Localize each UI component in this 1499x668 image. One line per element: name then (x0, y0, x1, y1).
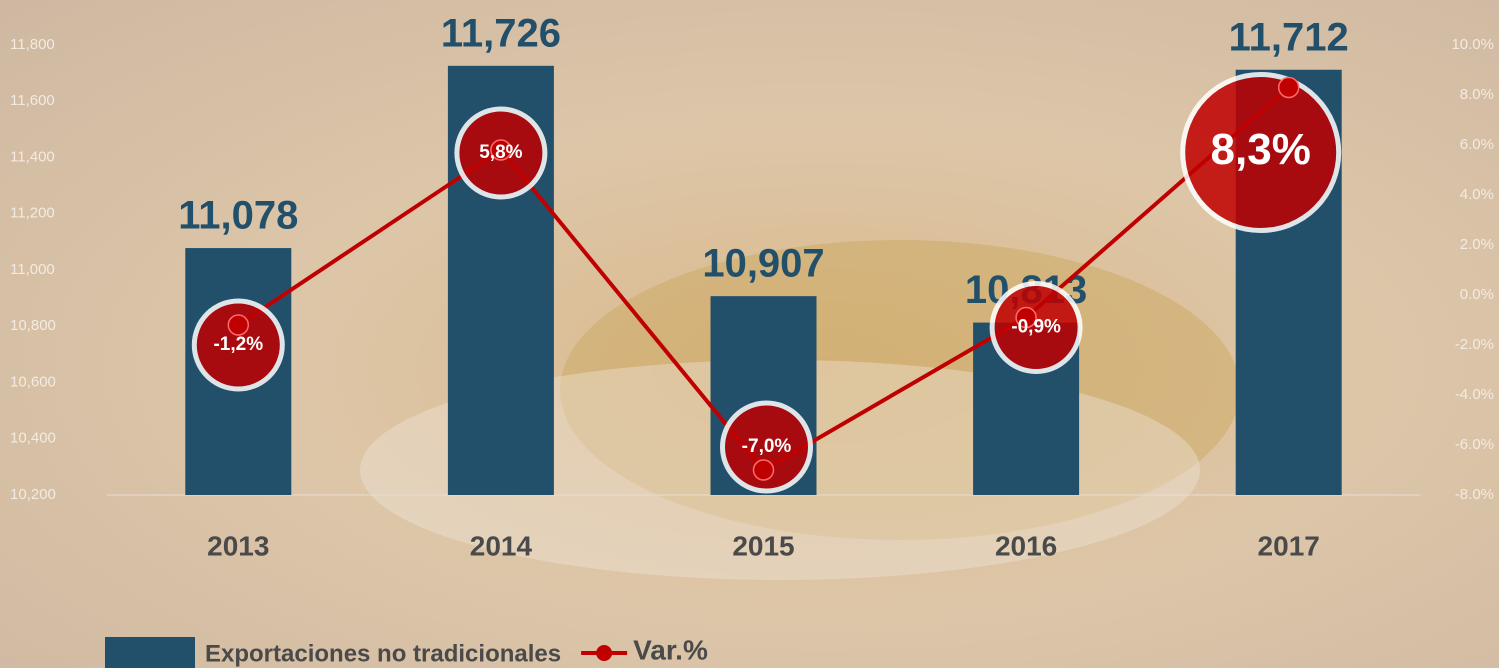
legend-label: Exportaciones no tradicionales (205, 640, 561, 667)
label-bubble (1180, 72, 1342, 233)
legend-label: Var.% (633, 634, 708, 665)
line-value-label: -1,2% (213, 334, 263, 355)
line-value-label: -0,9% (1011, 317, 1061, 338)
x-tick-label: 2013 (207, 530, 269, 561)
y-tick-label: 11,800 (10, 36, 55, 53)
line-point (1015, 306, 1037, 329)
bar-value-label: 11,726 (441, 11, 561, 55)
y2-tick-label: 4.0% (1460, 186, 1494, 203)
y2-tick-label: 8.0% (1460, 86, 1494, 103)
y2-tick-label: -8.0% (1455, 486, 1494, 503)
bar-value-label: 10,907 (702, 242, 824, 286)
x-tick-label: 2015 (732, 530, 794, 561)
label-bubble (989, 281, 1083, 374)
x-tick-label: 2017 (1258, 530, 1320, 561)
label-bubble (191, 298, 285, 392)
x-tick-label: 2014 (470, 530, 533, 561)
y2-tick-label: -4.0% (1455, 386, 1494, 403)
line-value-label: -7,0% (742, 436, 792, 457)
x-tick-label: 2016 (995, 530, 1057, 561)
y2-tick-label: -6.0% (1455, 436, 1494, 453)
line-point (490, 139, 512, 161)
legend-swatch (105, 637, 195, 668)
y2-tick-label: 10.0% (1451, 36, 1494, 53)
y-tick-label: 11,000 (10, 261, 55, 278)
legend-marker (596, 645, 613, 661)
y-tick-label: 11,200 (10, 205, 55, 222)
line-point (752, 459, 775, 481)
y-tick-label: 11,400 (10, 148, 55, 165)
y-tick-label: 10,800 (10, 317, 56, 334)
y2-tick-label: -2.0% (1455, 336, 1494, 353)
bar-value-label: 11,712 (1229, 15, 1349, 59)
y2-tick-label: 2.0% (1460, 236, 1494, 253)
y-tick-label: 10,600 (10, 373, 56, 390)
y-tick-label: 11,600 (10, 92, 55, 109)
line-value-label: 5,8% (479, 142, 522, 163)
line-value-label: 8,3% (1211, 125, 1311, 174)
y2-tick-label: 6.0% (1460, 136, 1494, 153)
y2-tick-label: 0.0% (1460, 286, 1494, 303)
y-tick-label: 10,400 (10, 430, 56, 447)
y-tick-label: 10,200 (10, 486, 56, 503)
label-bubble (720, 400, 813, 494)
bar-value-label: 11,078 (178, 194, 298, 238)
line-point (1277, 76, 1300, 99)
line-point (227, 314, 250, 336)
